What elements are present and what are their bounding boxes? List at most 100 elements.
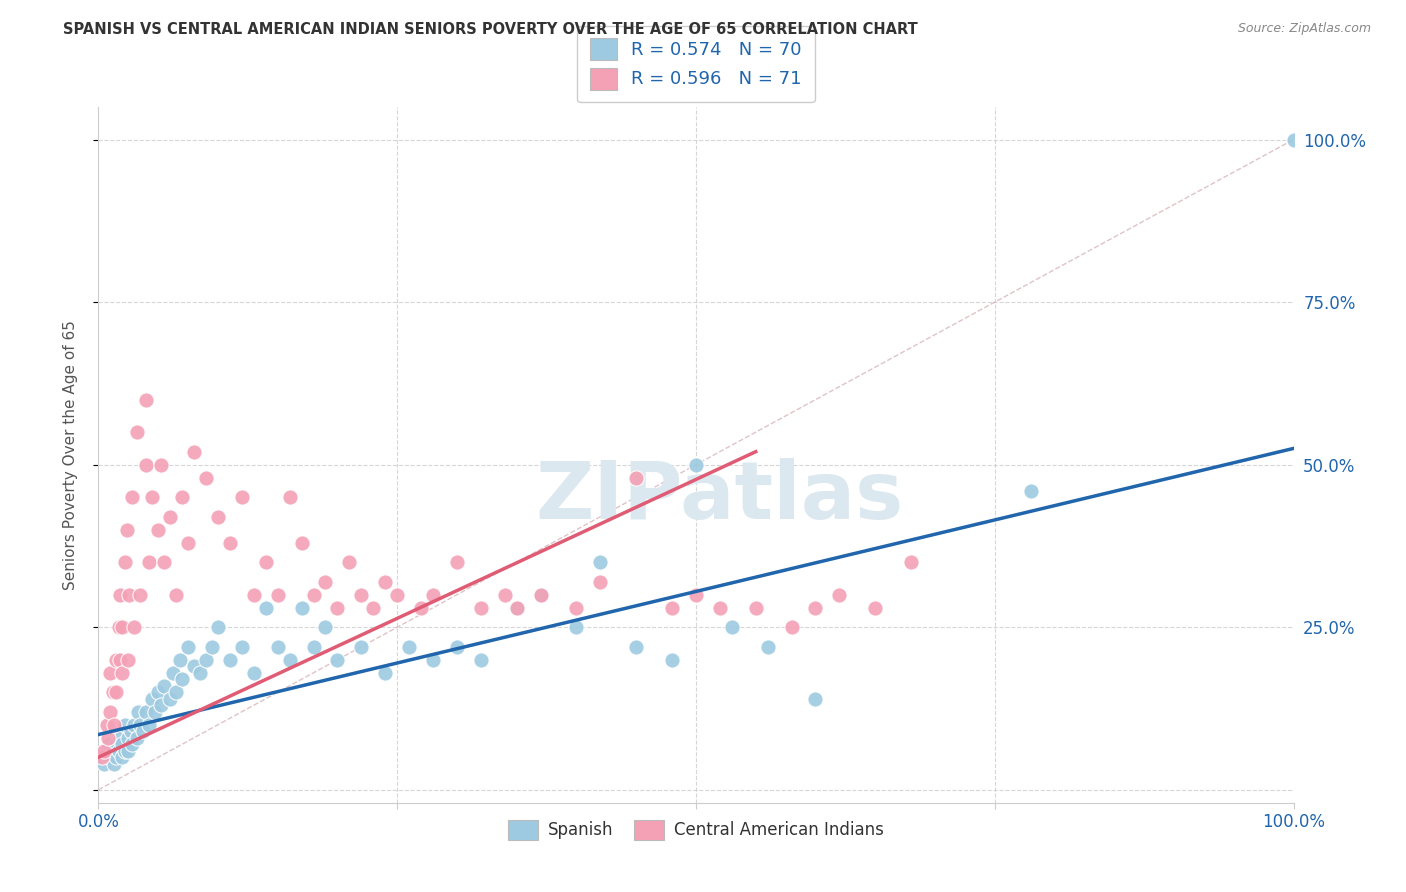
Point: [207, 620, 229, 634]
Point: [195, 653, 218, 667]
Text: SPANISH VS CENTRAL AMERICAN INDIAN SENIORS POVERTY OVER THE AGE OF 65 CORRELATIO: SPANISH VS CENTRAL AMERICAN INDIAN SENIO…: [63, 22, 918, 37]
Point: [124, 718, 146, 732]
Point: [121, 490, 143, 504]
Point: [254, 555, 277, 569]
Point: [162, 665, 184, 680]
Point: [398, 640, 420, 654]
Point: [165, 588, 187, 602]
Point: [411, 600, 433, 615]
Point: [159, 691, 181, 706]
Point: [127, 705, 149, 719]
Point: [315, 574, 337, 589]
Point: [267, 640, 290, 654]
Point: [107, 744, 129, 758]
Point: [108, 588, 131, 602]
Point: [121, 737, 143, 751]
Point: [207, 509, 229, 524]
Point: [756, 640, 779, 654]
Point: [350, 640, 373, 654]
Legend: Spanish, Central American Indians: Spanish, Central American Indians: [502, 813, 890, 847]
Point: [865, 600, 887, 615]
Point: [315, 620, 337, 634]
Point: [135, 705, 157, 719]
Point: [231, 490, 253, 504]
Point: [219, 535, 242, 549]
Point: [108, 653, 131, 667]
Point: [565, 620, 588, 634]
Point: [141, 490, 163, 504]
Point: [177, 640, 200, 654]
Point: [291, 600, 314, 615]
Point: [148, 685, 170, 699]
Point: [111, 750, 134, 764]
Point: [125, 731, 148, 745]
Point: [661, 600, 683, 615]
Text: ZIPatlas: ZIPatlas: [536, 458, 904, 536]
Point: [422, 653, 444, 667]
Point: [339, 555, 361, 569]
Point: [243, 588, 266, 602]
Point: [118, 588, 141, 602]
Point: [302, 588, 325, 602]
Point: [165, 685, 187, 699]
Point: [129, 718, 152, 732]
Point: [98, 665, 122, 680]
Point: [804, 691, 827, 706]
Point: [446, 555, 468, 569]
Point: [326, 653, 349, 667]
Point: [626, 471, 648, 485]
Point: [530, 588, 553, 602]
Point: [138, 718, 160, 732]
Point: [153, 679, 176, 693]
Point: [97, 750, 120, 764]
Point: [231, 640, 253, 654]
Point: [143, 705, 166, 719]
Point: [159, 509, 181, 524]
Point: [93, 744, 115, 758]
Point: [105, 653, 128, 667]
Point: [124, 620, 146, 634]
Point: [446, 640, 468, 654]
Point: [153, 555, 176, 569]
Point: [254, 600, 277, 615]
Point: [278, 490, 301, 504]
Point: [149, 698, 172, 713]
Point: [589, 574, 612, 589]
Point: [129, 588, 152, 602]
Point: [148, 523, 170, 537]
Point: [745, 600, 768, 615]
Point: [114, 718, 136, 732]
Point: [565, 600, 588, 615]
Point: [1282, 132, 1305, 146]
Point: [117, 653, 139, 667]
Point: [278, 653, 301, 667]
Point: [107, 620, 129, 634]
Point: [780, 620, 803, 634]
Point: [141, 691, 163, 706]
Point: [422, 588, 444, 602]
Point: [589, 555, 612, 569]
Point: [374, 665, 396, 680]
Point: [135, 392, 157, 407]
Point: [172, 672, 194, 686]
Point: [117, 744, 139, 758]
Point: [114, 744, 136, 758]
Point: [125, 425, 148, 439]
Point: [470, 600, 492, 615]
Point: [721, 620, 744, 634]
Point: [101, 685, 124, 699]
Point: [117, 731, 139, 745]
Point: [530, 588, 553, 602]
Point: [105, 750, 128, 764]
Point: [93, 756, 115, 771]
Point: [1019, 483, 1042, 498]
Point: [103, 756, 125, 771]
Point: [709, 600, 731, 615]
Text: Source: ZipAtlas.com: Source: ZipAtlas.com: [1237, 22, 1371, 36]
Point: [96, 744, 118, 758]
Point: [114, 555, 136, 569]
Point: [506, 600, 529, 615]
Point: [105, 737, 128, 751]
Point: [302, 640, 325, 654]
Point: [108, 731, 131, 745]
